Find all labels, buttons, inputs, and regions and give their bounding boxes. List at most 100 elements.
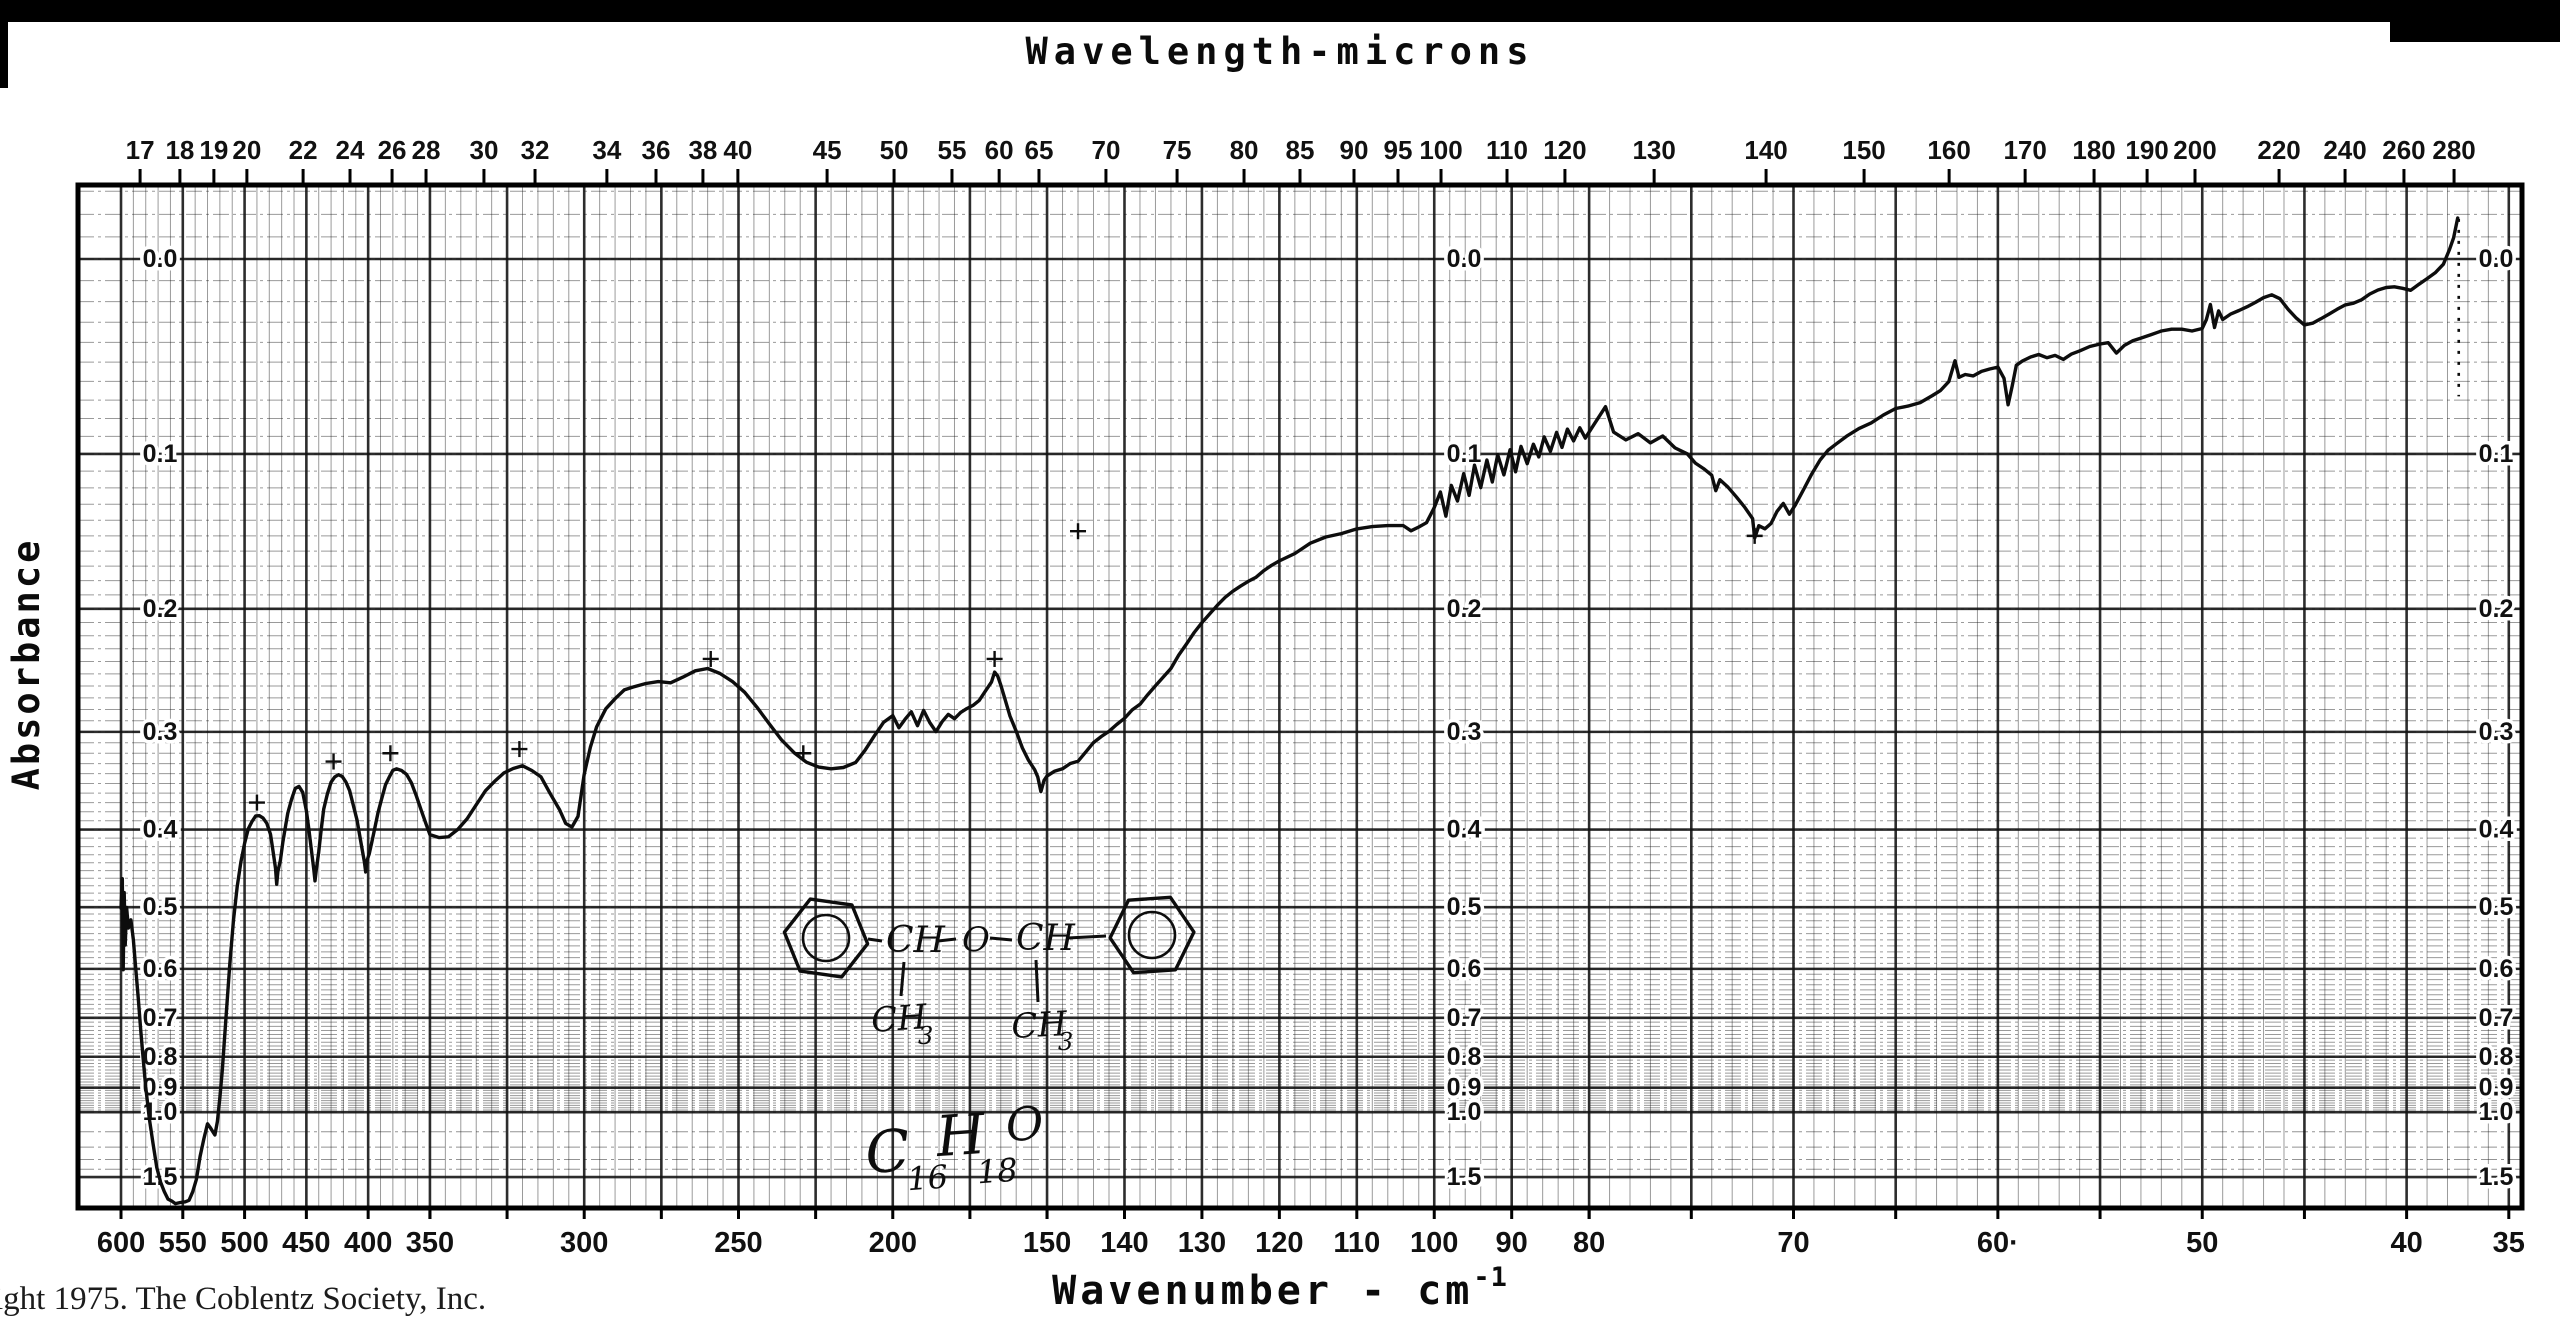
wavenumber-axis-title-text: Wavenumber - cm [1052, 1268, 1474, 1314]
plot-frame [75, 182, 2525, 1211]
x-tick-label-top: 85 [1286, 135, 1315, 165]
x-tick-label-top: 170 [2003, 135, 2046, 165]
y-tick-label: 0.6 [2479, 955, 2514, 983]
structure-label-ch3-sub: 3 [1058, 1028, 1073, 1056]
x-tick-label-top: 220 [2257, 135, 2300, 165]
x-tick-label-bottom: 550 [159, 1227, 207, 1259]
scan-artifact-top-bar [0, 0, 2560, 22]
wavelength-axis-title: Wavelength-microns [1025, 30, 1535, 73]
scan-artifact-top-right-bar [2390, 0, 2560, 42]
x-tick-label-top: 20 [232, 135, 261, 165]
structure-label-ch: CH [1016, 918, 1076, 959]
x-tick-label-top: 70 [1091, 135, 1120, 165]
y-tick-label: 0.3 [1447, 718, 1482, 746]
x-tick-label-top: 30 [469, 135, 498, 165]
y-tick-label: 0.5 [143, 893, 178, 921]
x-tick-label-top: 40 [723, 135, 752, 165]
y-tick-label: 0.5 [2479, 893, 2514, 921]
x-tick-label-top: 280 [2432, 135, 2475, 165]
x-tick-label-top: 38 [688, 135, 717, 165]
x-tick-label-top: 100 [1419, 135, 1462, 165]
x-tick-label-top: 28 [412, 135, 441, 165]
y-tick-label: 0.2 [143, 595, 178, 623]
x-tick-label-top: 17 [126, 135, 155, 165]
grid [78, 185, 2522, 1208]
formula-subscript: 16 [906, 1158, 949, 1199]
x-tick-label-top: 26 [378, 135, 407, 165]
x-tick-label-top: 50 [880, 135, 909, 165]
y-tick-label: 0.8 [143, 1043, 178, 1071]
x-tick-label-bottom: 140 [1100, 1227, 1148, 1259]
y-tick-label: 0.7 [143, 1004, 178, 1032]
x-tick-label-bottom: 90 [1496, 1227, 1528, 1259]
y-tick-label: 0.2 [1447, 595, 1482, 623]
x-tick-label-top: 140 [1744, 135, 1787, 165]
x-tick-label-top: 45 [813, 135, 842, 165]
y-tick-label: 1.0 [2479, 1098, 2514, 1126]
formula-element: C [863, 1116, 912, 1187]
y-tick-label: 0.4 [2479, 816, 2514, 844]
y-tick-label: 0.1 [143, 440, 178, 468]
x-tick-label-top: 19 [199, 135, 228, 165]
y-tick-label: 0.4 [1447, 816, 1482, 844]
x-tick-label-bottom: 100 [1410, 1227, 1458, 1259]
formula-subscript: 18 [976, 1151, 1019, 1192]
formula-element: O [1004, 1096, 1045, 1152]
y-tick-label: 0.1 [1447, 440, 1482, 468]
x-tick-label-bottom: 350 [406, 1227, 454, 1259]
y-tick-label: 0.9 [2479, 1074, 2514, 1102]
x-tick-label-top: 110 [1486, 135, 1528, 165]
y-tick-label: 0.7 [2479, 1004, 2514, 1032]
y-tick-label: 1.5 [2479, 1163, 2514, 1191]
y-tick-label: 0.6 [143, 955, 178, 983]
x-tick-label-bottom: 150 [1023, 1227, 1071, 1259]
x-tick-label-bottom: 40 [2390, 1227, 2422, 1259]
x-tick-label-bottom: 300 [560, 1227, 608, 1259]
x-tick-label-top: 65 [1025, 135, 1054, 165]
x-tick-label-top: 60 [985, 135, 1014, 165]
x-tick-label-bottom: 200 [869, 1227, 917, 1259]
x-tick-label-top: 18 [165, 135, 194, 165]
x-tick-label-bottom: 110 [1333, 1227, 1380, 1259]
x-tick-label-bottom: 600 [97, 1227, 145, 1259]
x-tick-label-top: 150 [1842, 135, 1885, 165]
x-tick-label-top: 80 [1230, 135, 1259, 165]
benzene-ring [1108, 895, 1196, 975]
x-tick-label-bottom: 400 [344, 1227, 392, 1259]
formula-element: H [933, 1102, 988, 1170]
x-tick-label-top: 95 [1384, 135, 1413, 165]
y-tick-label: 1.5 [143, 1163, 178, 1191]
wavenumber-axis-exponent: -1 [1473, 1262, 1508, 1293]
x-tick-label-top: 180 [2072, 135, 2115, 165]
x-tick-label-top: 130 [1632, 135, 1675, 165]
x-tick-label-top: 190 [2125, 135, 2168, 165]
y-tick-label: 0.8 [1447, 1043, 1482, 1071]
y-tick-label: 1.0 [1447, 1098, 1482, 1126]
x-tick-label-top: 160 [1927, 135, 1970, 165]
x-tick-label-top: 55 [938, 135, 967, 165]
y-tick-label: 0.9 [1447, 1074, 1482, 1102]
x-tick-label-top: 90 [1340, 135, 1369, 165]
y-tick-label: 0.3 [143, 718, 178, 746]
x-tick-label-top: 34 [592, 135, 621, 165]
y-tick-label: 0.8 [2479, 1043, 2514, 1071]
x-tick-label-bottom: 130 [1178, 1227, 1226, 1259]
wavenumber-axis-title: Wavenumber - cm-1 [0, 1262, 2560, 1314]
x-tick-label-bottom: 50 [2186, 1227, 2218, 1259]
x-tick-label-bottom: 500 [220, 1227, 268, 1259]
axis-tick-labels: 600 550 500 450 400 350 300 250 200 150 140 130 120 1… [97, 135, 2525, 1259]
x-tick-label-bottom: 450 [282, 1227, 330, 1259]
x-tick-label-top: 120 [1543, 135, 1586, 165]
y-tick-label: 0.0 [1447, 245, 1482, 273]
scan-artifact-left-bar [0, 0, 8, 88]
y-tick-label: 0.3 [2479, 718, 2514, 746]
y-tick-label: 0.7 [1447, 1004, 1482, 1032]
structure-label-o: O [962, 920, 990, 960]
x-tick-label-bottom: 250 [714, 1227, 762, 1259]
x-tick-label-bottom: 70 [1777, 1227, 1809, 1259]
y-tick-label: 0.0 [2479, 245, 2514, 273]
